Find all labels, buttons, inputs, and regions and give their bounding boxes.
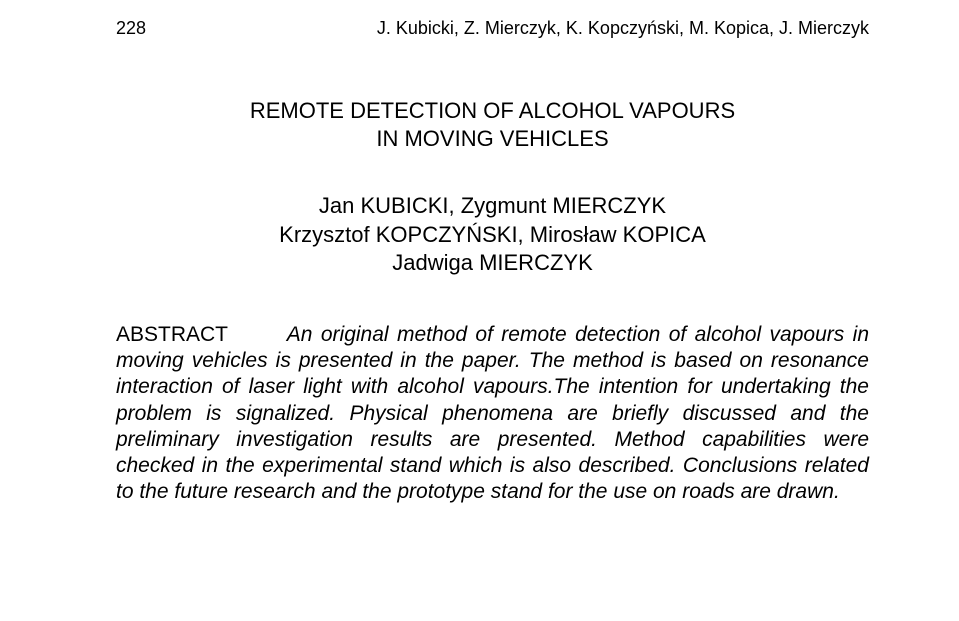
running-header: 228 J. Kubicki, Z. Mierczyk, K. Kopczyńs… — [116, 18, 869, 39]
document-page: 228 J. Kubicki, Z. Mierczyk, K. Kopczyńs… — [0, 0, 959, 621]
document-title: REMOTE DETECTION OF ALCOHOL VAPOURS IN M… — [116, 97, 869, 152]
title-line-1: REMOTE DETECTION OF ALCOHOL VAPOURS — [116, 97, 869, 125]
title-line-2: IN MOVING VEHICLES — [116, 125, 869, 153]
authors-line-2: Krzysztof KOPCZYŃSKI, Mirosław KOPICA — [116, 221, 869, 250]
abstract-spacer — [228, 323, 287, 346]
authors-line-1: Jan KUBICKI, Zygmunt MIERCZYK — [116, 192, 869, 221]
running-head-text: J. Kubicki, Z. Mierczyk, K. Kopczyński, … — [377, 18, 869, 39]
abstract-body: An original method of remote detection o… — [116, 323, 869, 504]
abstract-paragraph: ABSTRACT An original method of remote de… — [116, 322, 869, 506]
authors-block: Jan KUBICKI, Zygmunt MIERCZYK Krzysztof … — [116, 192, 869, 278]
page-number: 228 — [116, 18, 146, 39]
abstract-label: ABSTRACT — [116, 323, 228, 346]
authors-line-3: Jadwiga MIERCZYK — [116, 249, 869, 278]
